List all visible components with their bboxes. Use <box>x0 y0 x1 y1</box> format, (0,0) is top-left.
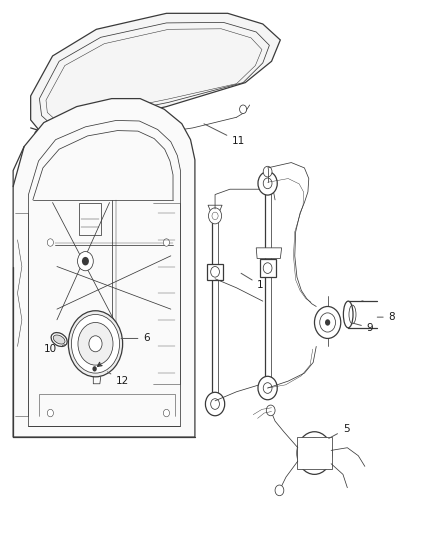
Circle shape <box>275 485 284 496</box>
Circle shape <box>297 432 332 474</box>
Circle shape <box>92 366 97 372</box>
Circle shape <box>320 313 336 332</box>
Circle shape <box>325 319 330 326</box>
Circle shape <box>78 252 93 271</box>
Circle shape <box>208 208 222 224</box>
Circle shape <box>35 130 42 139</box>
Circle shape <box>263 178 272 189</box>
Ellipse shape <box>343 301 353 328</box>
Text: 10: 10 <box>44 344 65 354</box>
Circle shape <box>263 263 272 273</box>
Circle shape <box>163 239 170 246</box>
Circle shape <box>163 409 170 417</box>
Circle shape <box>240 105 247 114</box>
Text: 11: 11 <box>204 124 245 146</box>
Circle shape <box>82 257 89 265</box>
Polygon shape <box>256 248 282 259</box>
Ellipse shape <box>357 301 367 328</box>
Circle shape <box>266 405 275 416</box>
Circle shape <box>205 392 225 416</box>
Text: 1: 1 <box>241 273 264 290</box>
Text: 6: 6 <box>121 334 150 343</box>
Circle shape <box>47 409 53 417</box>
Circle shape <box>212 212 218 220</box>
Circle shape <box>71 314 120 373</box>
Ellipse shape <box>51 333 67 346</box>
Circle shape <box>310 448 319 458</box>
Polygon shape <box>297 437 332 469</box>
Circle shape <box>68 311 123 377</box>
Ellipse shape <box>53 335 65 344</box>
Circle shape <box>263 166 272 177</box>
Polygon shape <box>13 99 195 437</box>
Circle shape <box>47 239 53 246</box>
Circle shape <box>263 383 272 393</box>
Circle shape <box>302 438 327 468</box>
Text: 9: 9 <box>353 323 374 333</box>
Text: 12: 12 <box>107 372 129 386</box>
Text: 5: 5 <box>329 424 350 439</box>
Polygon shape <box>260 259 276 277</box>
Polygon shape <box>207 264 223 280</box>
Circle shape <box>258 172 277 195</box>
Circle shape <box>314 306 341 338</box>
Circle shape <box>78 322 113 365</box>
Circle shape <box>211 399 219 409</box>
Circle shape <box>89 336 102 352</box>
Circle shape <box>211 266 219 277</box>
Polygon shape <box>31 13 280 131</box>
Circle shape <box>258 376 277 400</box>
Polygon shape <box>348 301 377 328</box>
Text: 8: 8 <box>377 312 396 322</box>
